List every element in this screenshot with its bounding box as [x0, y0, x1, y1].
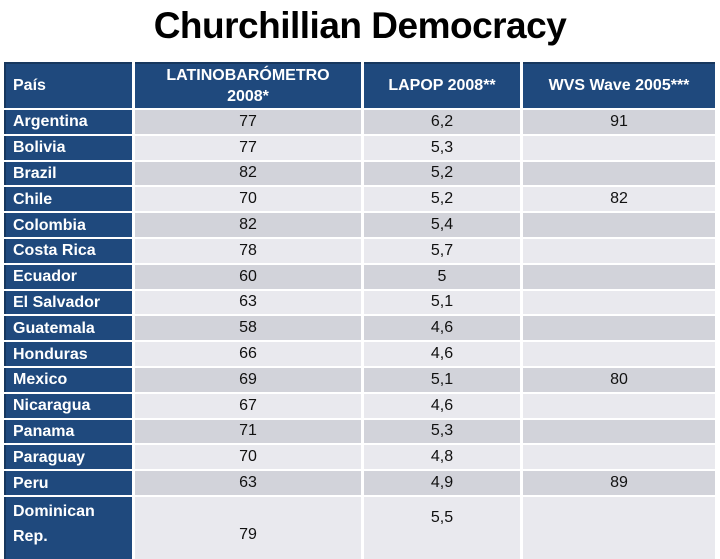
lapop-value-cell: 5,2	[364, 187, 520, 212]
country-cell: Brazil	[4, 161, 132, 186]
latinobarometro-value-cell: 77	[135, 110, 361, 134]
wvs-value-cell: 91	[523, 110, 715, 134]
latinobarometro-value-cell: 78	[135, 238, 361, 263]
latinobarometro-value-cell: 63	[135, 471, 361, 495]
lapop-value-cell: 5,3	[364, 419, 520, 444]
latinobarometro-value-cell: 77	[135, 135, 361, 160]
lapop-value-cell: 5,4	[364, 213, 520, 237]
lapop-value-cell: 5,1	[364, 290, 520, 315]
lapop-value-cell: 4,9	[364, 471, 520, 495]
country-cell: Mexico	[4, 367, 132, 392]
wvs-value-cell	[523, 445, 715, 470]
wvs-value-cell	[523, 161, 715, 186]
latinobarometro-value-cell: 58	[135, 316, 361, 341]
lapop-value-cell: 5	[364, 264, 520, 289]
column-header-lapop: LAPOP 2008**	[364, 62, 520, 108]
lapop-value-cell: 5,3	[364, 135, 520, 160]
country-cell: Paraguay	[4, 445, 132, 470]
lapop-value-cell: 5,7	[364, 238, 520, 263]
lapop-value-cell: 4,6	[364, 393, 520, 418]
column-header-latinobarometro: LATINOBARÓMETRO 2008*	[135, 62, 361, 108]
country-cell: Panama	[4, 419, 132, 444]
latinobarometro-value-cell: 66	[135, 342, 361, 366]
wvs-value-cell: 82	[523, 187, 715, 212]
lapop-value-cell: 4,8	[364, 445, 520, 470]
wvs-value-cell	[523, 342, 715, 366]
column-header-latinobarometro-label: LATINOBARÓMETRO 2008*	[166, 67, 330, 105]
wvs-value-cell	[523, 264, 715, 289]
country-cell: Bolivia	[4, 135, 132, 160]
latinobarometro-value-cell: 70	[135, 187, 361, 212]
lapop-value-cell: 5,5	[364, 496, 520, 559]
wvs-value-cell	[523, 238, 715, 263]
lapop-value-cell: 4,6	[364, 316, 520, 341]
lapop-value-cell: 6,2	[364, 110, 520, 134]
country-cell: Colombia	[4, 213, 132, 237]
country-cell: Peru	[4, 471, 132, 495]
country-cell: Dominican Rep.	[4, 496, 132, 559]
country-cell: Chile	[4, 187, 132, 212]
wvs-value-cell	[523, 316, 715, 341]
wvs-value-cell: 89	[523, 471, 715, 495]
data-table: País LATINOBARÓMETRO 2008* LAPOP 2008** …	[4, 62, 715, 559]
wvs-value-cell	[523, 135, 715, 160]
wvs-value-cell	[523, 393, 715, 418]
country-cell: Ecuador	[4, 264, 132, 289]
column-header-wvs: WVS Wave 2005***	[523, 62, 715, 108]
column-header-country: País	[4, 62, 132, 108]
page-title: Churchillian Democracy	[153, 5, 567, 46]
lapop-value-cell: 4,6	[364, 342, 520, 366]
wvs-value-cell: 80	[523, 367, 715, 392]
latinobarometro-value-cell: 82	[135, 161, 361, 186]
country-cell: Costa Rica	[4, 238, 132, 263]
slide: Churchillian Democracy País LATINOBARÓME…	[4, 5, 715, 559]
country-cell: Guatemala	[4, 316, 132, 341]
latinobarometro-value-cell: 69	[135, 367, 361, 392]
country-cell: Honduras	[4, 342, 132, 366]
wvs-value-cell	[523, 213, 715, 237]
lapop-value-cell: 5,1	[364, 367, 520, 392]
latinobarometro-value-cell: 63	[135, 290, 361, 315]
wvs-value-cell	[523, 290, 715, 315]
latinobarometro-value-cell: 60	[135, 264, 361, 289]
latinobarometro-value-cell: 71	[135, 419, 361, 444]
wvs-value-cell	[523, 419, 715, 444]
latinobarometro-value-cell: 70	[135, 445, 361, 470]
country-cell: Argentina	[4, 110, 132, 134]
wvs-value-cell	[523, 496, 715, 559]
country-cell: Nicaragua	[4, 393, 132, 418]
latinobarometro-value-cell: 79	[135, 496, 361, 559]
lapop-value-cell: 5,2	[364, 161, 520, 186]
country-cell: El Salvador	[4, 290, 132, 315]
latinobarometro-value-cell: 82	[135, 213, 361, 237]
latinobarometro-value-cell: 67	[135, 393, 361, 418]
